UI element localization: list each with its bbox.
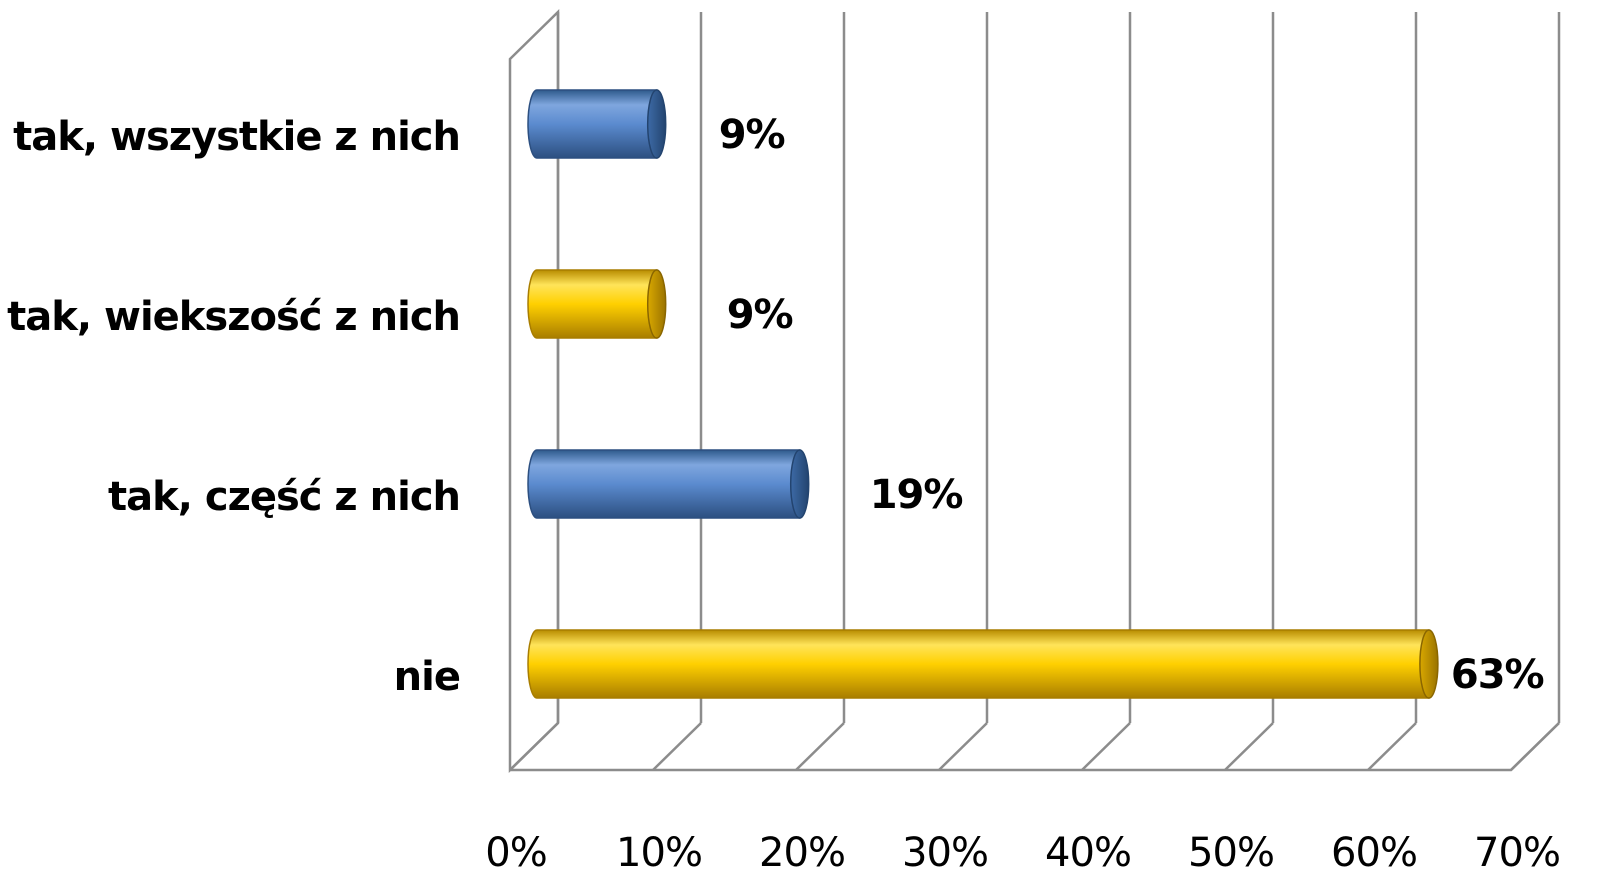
category-label: nie — [394, 654, 460, 700]
x-tick-label: 30% — [902, 830, 988, 876]
floor-edge — [510, 722, 1560, 772]
bars — [527, 89, 1439, 699]
data-label: 19% — [870, 472, 963, 518]
category-labels: tak, wszystkie z nich tak, wiekszość z ni… — [7, 114, 461, 700]
bar — [527, 629, 1439, 699]
x-tick-label: 0% — [485, 830, 546, 876]
x-tick-label: 40% — [1045, 830, 1131, 876]
gridline — [652, 12, 703, 771]
x-axis-tick-labels: 0% 10% 20% 30% 40% 50% 60% 70% — [485, 830, 1561, 876]
category-label: tak, wszystkie z nich — [13, 114, 460, 160]
x-tick-label: 70% — [1474, 830, 1560, 876]
bar — [527, 449, 810, 519]
gridline — [1510, 12, 1561, 771]
data-label: 63% — [1451, 652, 1544, 698]
gridline — [1367, 12, 1418, 771]
x-tick-label: 60% — [1331, 830, 1417, 876]
gridline — [1081, 12, 1132, 771]
value-labels: 9% 9% 19% 63% — [719, 112, 1545, 698]
gridline — [795, 12, 846, 771]
bar — [527, 89, 667, 159]
category-label: tak, wiekszość z nich — [7, 294, 460, 340]
x-tick-label: 50% — [1188, 830, 1274, 876]
x-tick-label: 20% — [759, 830, 845, 876]
data-label: 9% — [719, 112, 785, 158]
bar — [527, 269, 667, 339]
category-label: tak, część z nich — [108, 474, 460, 520]
gridline — [938, 12, 989, 771]
gridline — [1224, 12, 1275, 771]
data-label: 9% — [727, 292, 793, 338]
x-tick-label: 10% — [616, 830, 702, 876]
